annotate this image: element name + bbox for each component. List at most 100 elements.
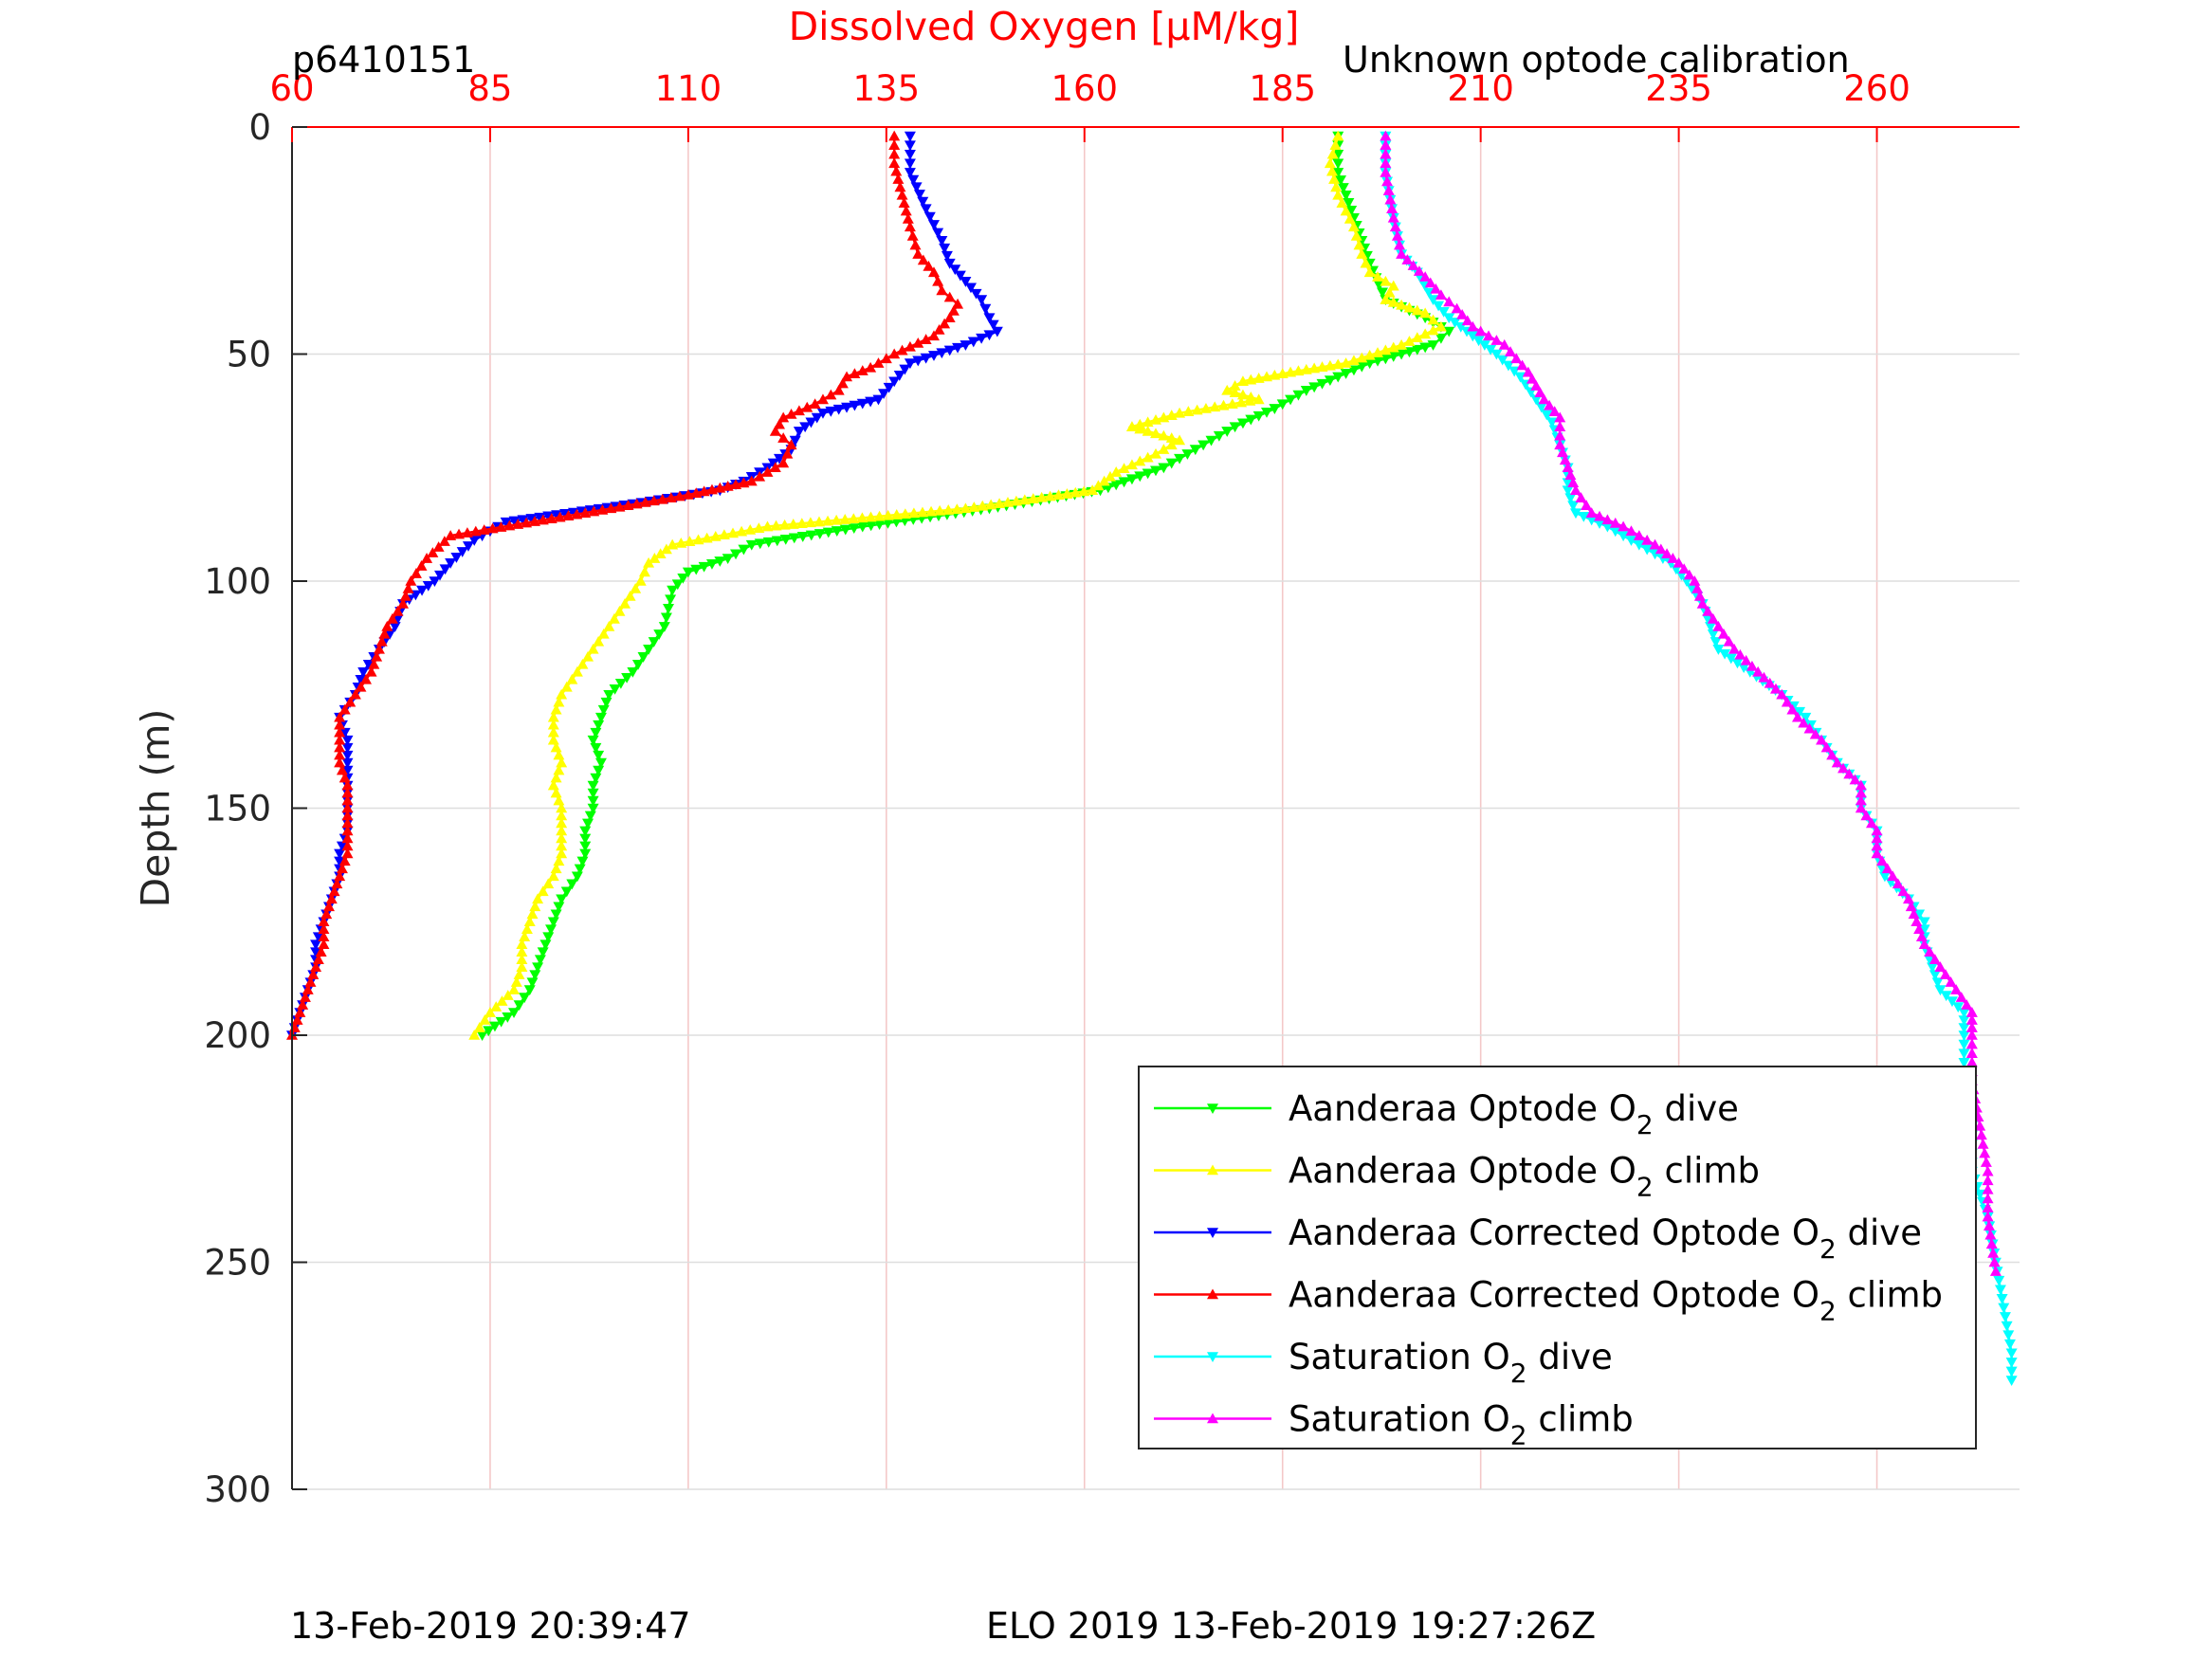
- data-point: [1958, 1030, 1970, 1041]
- data-point: [1740, 654, 1752, 665]
- data-point: [556, 848, 568, 859]
- data-point: [671, 579, 684, 591]
- series-1: [468, 130, 1447, 1040]
- data-point: [1998, 1303, 2010, 1314]
- data-point: [495, 521, 507, 532]
- data-point: [341, 735, 354, 746]
- data-point: [1372, 271, 1384, 282]
- data-point: [1530, 394, 1543, 406]
- data-point: [639, 496, 651, 507]
- data-point: [1387, 211, 1399, 223]
- data-point: [1451, 302, 1463, 314]
- data-point: [1236, 375, 1249, 387]
- x-tick-label: 210: [1447, 68, 1514, 109]
- data-point: [1934, 985, 1947, 996]
- data-point: [1383, 286, 1396, 298]
- data-point: [1308, 362, 1321, 374]
- data-point: [1843, 768, 1856, 779]
- data-point: [438, 536, 450, 546]
- data-point: [1269, 404, 1281, 414]
- data-point: [1435, 289, 1447, 301]
- data-point: [318, 923, 330, 935]
- data-point: [1308, 382, 1321, 393]
- data-point: [822, 527, 834, 538]
- data-point: [1908, 908, 1920, 920]
- data-point: [1601, 521, 1614, 533]
- data-point: [1950, 984, 1963, 994]
- data-point: [656, 493, 668, 504]
- data-point: [1363, 349, 1376, 360]
- data-point: [434, 570, 447, 581]
- data-point: [1010, 495, 1022, 506]
- data-point: [1419, 328, 1432, 339]
- data-point: [1467, 331, 1479, 342]
- data-point: [1328, 173, 1341, 184]
- data-point: [302, 984, 314, 994]
- data-point: [912, 337, 924, 348]
- data-point: [341, 742, 354, 754]
- data-point: [547, 870, 559, 882]
- data-point: [1910, 916, 1923, 927]
- data-point: [690, 487, 703, 498]
- data-point: [1585, 515, 1598, 526]
- data-point: [1381, 175, 1394, 187]
- data-point: [1461, 315, 1473, 326]
- data-point: [523, 916, 536, 927]
- data-point: [1134, 423, 1146, 434]
- data-point: [516, 939, 528, 949]
- data-point: [614, 678, 627, 689]
- data-point: [1350, 229, 1362, 241]
- data-point: [920, 204, 932, 215]
- data-point: [1474, 325, 1487, 337]
- data-point: [1601, 514, 1614, 525]
- data-point: [1934, 961, 1947, 972]
- series-markers: [476, 131, 1455, 1041]
- data-point: [848, 513, 860, 523]
- data-point: [714, 556, 726, 567]
- data-point: [429, 576, 441, 587]
- data-point: [1892, 878, 1904, 889]
- data-point: [1387, 296, 1399, 307]
- x-tick-label: 235: [1645, 68, 1712, 109]
- data-point: [899, 516, 911, 527]
- data-point: [1150, 413, 1161, 425]
- data-point: [2005, 1376, 2018, 1387]
- data-point: [1430, 283, 1442, 294]
- data-point: [1340, 205, 1352, 216]
- data-point: [1118, 477, 1130, 488]
- data-point: [1356, 352, 1368, 363]
- data-point: [1335, 175, 1347, 186]
- data-point: [1396, 248, 1408, 259]
- data-point: [796, 532, 809, 542]
- data-point: [1174, 453, 1186, 465]
- data-point: [788, 533, 800, 544]
- data-point: [341, 810, 354, 821]
- data-point: [653, 629, 666, 640]
- data-point: [325, 893, 338, 904]
- data-point: [2003, 1339, 2016, 1350]
- data-point: [856, 512, 868, 523]
- data-point: [888, 157, 901, 169]
- data-point: [331, 878, 343, 889]
- data-point: [793, 405, 805, 416]
- data-point: [556, 802, 568, 813]
- data-point: [1134, 471, 1146, 483]
- data-point: [1332, 158, 1344, 170]
- data-point: [1387, 280, 1399, 291]
- data-point: [943, 258, 956, 269]
- data-point: [1382, 185, 1395, 195]
- data-point: [781, 447, 794, 459]
- data-point: [774, 418, 786, 429]
- data-point: [1752, 665, 1764, 677]
- data-point: [904, 140, 916, 152]
- data-point: [936, 284, 948, 296]
- data-point: [613, 501, 626, 512]
- data-point: [899, 364, 911, 375]
- data-point: [1569, 508, 1581, 520]
- data-point: [1158, 429, 1170, 441]
- data-point: [526, 977, 539, 989]
- data-point: [1945, 976, 1957, 987]
- data-point: [338, 727, 351, 738]
- data-point: [427, 547, 439, 557]
- data-point: [547, 726, 559, 738]
